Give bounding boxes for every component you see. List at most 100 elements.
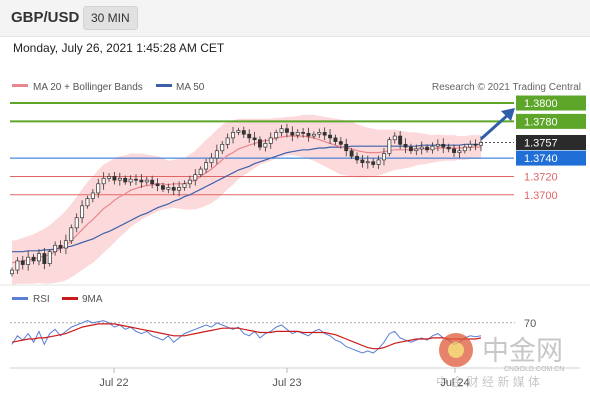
rsi-line (11, 320, 482, 354)
candle (58, 240, 63, 253)
rsi-level-label: 70 (524, 318, 536, 330)
ma50-line (12, 143, 481, 253)
ma9-legend-swatch (62, 297, 78, 300)
candle (150, 175, 155, 189)
candle (355, 152, 359, 164)
candle (182, 180, 187, 191)
level-label-1.3780: 1.3780 (524, 116, 558, 128)
candle (74, 213, 79, 233)
candle (53, 241, 58, 256)
arrow-head-icon (501, 108, 515, 121)
ma50-legend-swatch (156, 84, 172, 87)
rsi-ma9-line (11, 323, 482, 350)
interval-badge[interactable]: 30 MIN (83, 6, 138, 30)
candle (139, 174, 144, 189)
candle (403, 138, 408, 154)
level-label-1.3800: 1.3800 (524, 98, 558, 110)
candle (295, 129, 300, 139)
candle (96, 178, 101, 198)
level-label-bg (516, 150, 586, 166)
research-credit: Research © 2021 Trading Central (432, 82, 581, 93)
watermark-url: CNGOLD.COM.CN (504, 366, 564, 373)
candle (435, 139, 440, 152)
ma9-legend-label: 9MA (82, 294, 103, 305)
candle (42, 248, 47, 270)
candle (198, 166, 203, 178)
candle (47, 248, 52, 267)
x-axis: Jul 22 Jul 23 Jul 24 (99, 368, 470, 389)
watermark-logo-inner (448, 342, 464, 358)
candle (306, 127, 311, 142)
bollinger-band (12, 114, 481, 285)
candle (220, 141, 225, 155)
candle (338, 137, 343, 149)
level-labels: 1.3800 1.3780 1.3757 1.3740 1.3720 1.3700 (516, 95, 586, 202)
candle (414, 144, 419, 156)
candle (112, 172, 117, 185)
currency-pair-title: GBP/USD (11, 9, 80, 26)
rsi-legend-label: RSI (33, 294, 50, 305)
level-label-bg (516, 95, 586, 111)
arrow-icon (480, 112, 510, 141)
candle (160, 182, 165, 193)
level-label-1.3720: 1.3720 (524, 171, 558, 183)
candle (80, 200, 85, 224)
candle (123, 175, 128, 185)
moving-averages (11, 135, 481, 264)
candle (193, 169, 198, 186)
x-tick-label: Jul 22 (99, 377, 128, 389)
candle (301, 127, 306, 138)
ma50-legend-label: MA 50 (176, 82, 205, 93)
candle (360, 154, 365, 168)
candle (134, 174, 138, 186)
candle (462, 144, 467, 154)
candle (204, 158, 209, 173)
candle (365, 155, 370, 169)
rsi-pane: 70 (10, 318, 536, 354)
bollinger-band-area (12, 114, 481, 285)
candle (69, 224, 74, 244)
candle (371, 158, 376, 168)
candle (85, 195, 90, 209)
candle (328, 129, 333, 144)
candle (398, 131, 403, 150)
candle (344, 138, 349, 157)
candle (101, 172, 106, 190)
chart-header: GBP/USD 30 MIN (0, 0, 590, 37)
watermark: 中金网 CNGOLD.COM.CN 中 金 财 经 新 媒 体 (436, 333, 564, 389)
candle (425, 144, 430, 153)
candle (441, 138, 446, 154)
ma20-legend-swatch (12, 84, 28, 87)
candle (349, 147, 354, 160)
candle (473, 139, 478, 151)
candle (382, 147, 386, 166)
candle (457, 145, 462, 159)
candle (166, 183, 171, 194)
candle (10, 267, 14, 277)
candle (268, 132, 273, 149)
candle (107, 173, 111, 182)
candle (214, 144, 219, 165)
candle (387, 136, 392, 157)
ma20-legend-label: MA 20 + Bollinger Bands (33, 82, 143, 93)
candle (274, 129, 279, 141)
candle (37, 249, 41, 266)
candle (117, 172, 122, 186)
candle (263, 138, 268, 152)
candle (279, 124, 284, 137)
candle (468, 140, 473, 151)
candle (408, 143, 413, 155)
candle (419, 141, 424, 155)
candle (290, 126, 295, 142)
candle (26, 251, 31, 271)
candle (236, 127, 241, 136)
candle (15, 257, 20, 274)
candle (446, 143, 451, 153)
ma20-line (11, 135, 481, 264)
candle (322, 127, 327, 141)
trend-arrow (480, 108, 515, 141)
candle (128, 175, 133, 186)
candle (63, 234, 68, 255)
candle (317, 128, 322, 139)
